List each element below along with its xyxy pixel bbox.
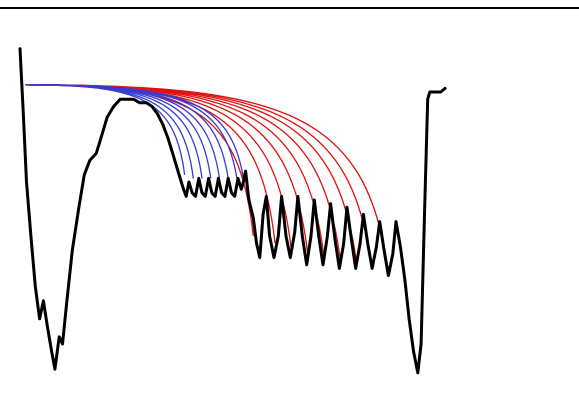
trace-layer <box>18 47 447 375</box>
red-fit-curve-9 <box>25 84 390 273</box>
fit-curves-layer <box>25 84 390 273</box>
measured-trace-line-1 <box>18 47 447 375</box>
blue-fit-curve-8 <box>25 84 245 179</box>
